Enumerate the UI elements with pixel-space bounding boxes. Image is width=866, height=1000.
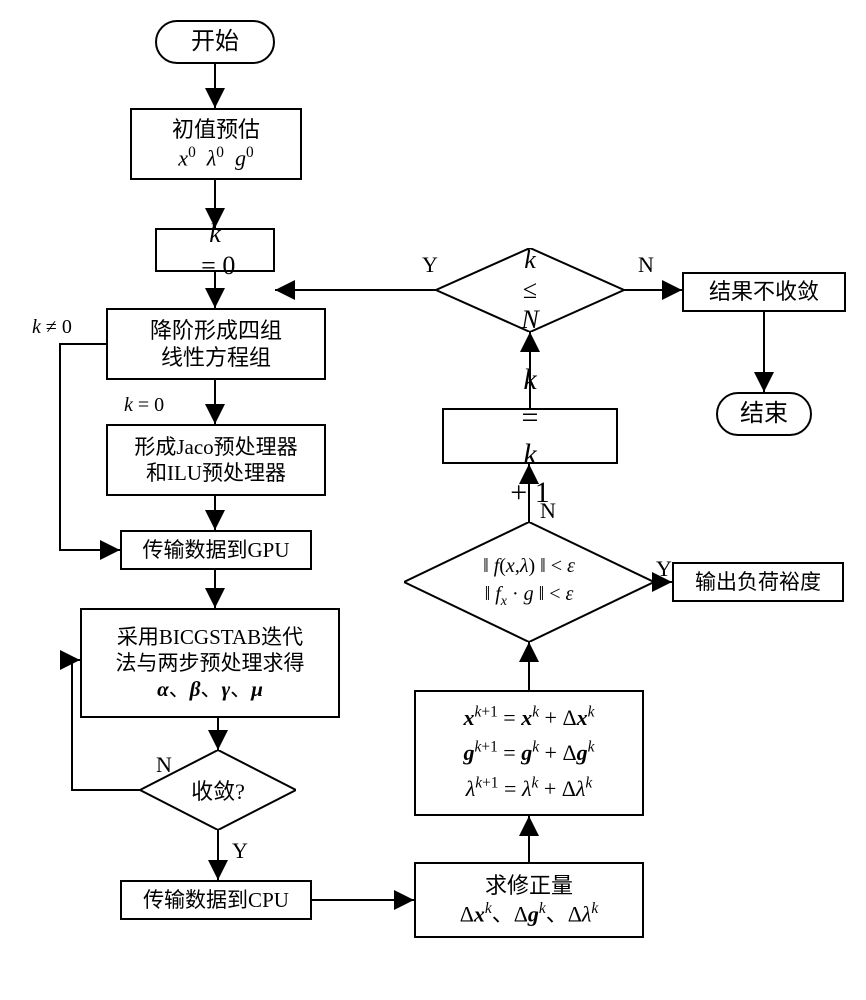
reduce-line1: 降阶形成四组	[150, 317, 282, 345]
edge-label-k-eq-0: k = 0	[124, 394, 164, 417]
edge-label-klen-y: Y	[422, 252, 438, 278]
bicgstab-line3: α、β、γ、μ	[157, 676, 263, 702]
k-increment-box: k = k + 1	[442, 408, 618, 464]
update-line3: λk+1 = λk + Δλk	[466, 771, 593, 806]
correction-box: 求修正量 Δxk、Δgk、Δλk	[414, 862, 644, 938]
transfer-to-cpu-box: 传输数据到CPU	[120, 880, 312, 920]
init-line1: 初值预估	[172, 116, 260, 144]
transfer-to-gpu-box: 传输数据到GPU	[120, 530, 312, 570]
reduce-equations-box: 降阶形成四组 线性方程组	[106, 308, 326, 380]
update-line2: gk+1 = gk + Δgk	[464, 735, 595, 770]
k-zero-box: k = 0	[155, 228, 275, 272]
end-terminator: 结束	[716, 392, 812, 436]
start-terminator: 开始	[155, 20, 275, 64]
bicgstab-line2: 法与两步预处理求得	[116, 650, 305, 676]
init-estimate-box: 初值预估 x0 λ0 g0	[130, 108, 302, 180]
bicgstab-line1: 采用BICGSTAB迭代	[117, 624, 303, 650]
init-line2: x0 λ0 g0	[178, 143, 253, 172]
edge-label-inner-n: N	[156, 752, 172, 778]
edge-label-check-y: Y	[656, 556, 672, 582]
bicgstab-box: 采用BICGSTAB迭代 法与两步预处理求得 α、β、γ、μ	[80, 608, 340, 718]
update-box: xk+1 = xk + Δxk gk+1 = gk + Δgk λk+1 = λ…	[414, 690, 644, 816]
edge-label-klen-n: N	[638, 252, 654, 278]
k-le-n-label: k ≤ N	[436, 248, 624, 332]
no-convergence-box: 结果不收敛	[682, 272, 846, 312]
outer-check-diamond: ‖ f(x,λ) ‖ < ε ‖ fx · g ‖ < ε	[404, 522, 654, 642]
update-line1: xk+1 = xk + Δxk	[464, 700, 595, 735]
correction-line2: Δxk、Δgk、Δλk	[460, 899, 599, 928]
precond-line2: 和ILU预处理器	[146, 460, 286, 486]
outer-check-label: ‖ f(x,λ) ‖ < ε ‖ fx · g ‖ < ε	[404, 522, 654, 642]
k-le-n-diamond: k ≤ N	[436, 248, 624, 332]
preconditioner-box: 形成Jaco预处理器 和ILU预处理器	[106, 424, 326, 496]
correction-line1: 求修正量	[485, 872, 573, 900]
edge-label-k-ne-0: k ≠ 0	[32, 316, 72, 339]
reduce-line2: 线性方程组	[161, 344, 271, 372]
precond-line1: 形成Jaco预处理器	[134, 434, 297, 460]
edge-label-check-n: N	[540, 498, 556, 524]
edge-label-inner-y: Y	[232, 838, 248, 864]
output-margin-box: 输出负荷裕度	[672, 562, 844, 602]
